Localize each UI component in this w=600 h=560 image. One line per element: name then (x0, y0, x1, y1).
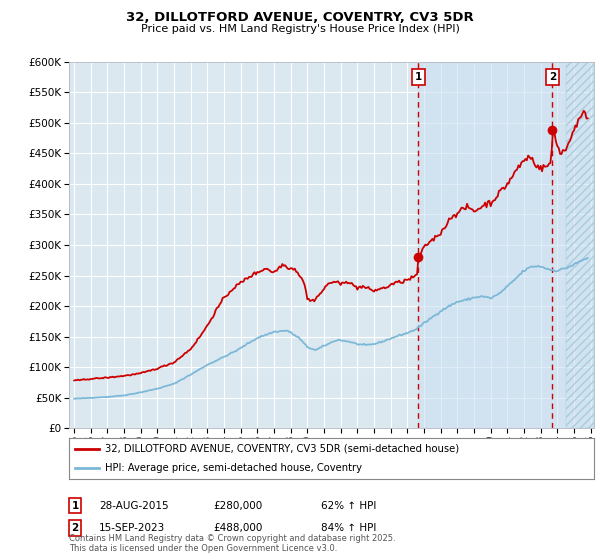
Text: HPI: Average price, semi-detached house, Coventry: HPI: Average price, semi-detached house,… (105, 463, 362, 473)
Text: Price paid vs. HM Land Registry's House Price Index (HPI): Price paid vs. HM Land Registry's House … (140, 24, 460, 34)
Text: 32, DILLOTFORD AVENUE, COVENTRY, CV3 5DR (semi-detached house): 32, DILLOTFORD AVENUE, COVENTRY, CV3 5DR… (105, 444, 459, 454)
Text: 84% ↑ HPI: 84% ↑ HPI (321, 523, 376, 533)
Text: Contains HM Land Registry data © Crown copyright and database right 2025.
This d: Contains HM Land Registry data © Crown c… (69, 534, 395, 553)
Text: 1: 1 (415, 72, 422, 82)
Bar (418, 62, 594, 428)
Text: 32, DILLOTFORD AVENUE, COVENTRY, CV3 5DR: 32, DILLOTFORD AVENUE, COVENTRY, CV3 5DR (126, 11, 474, 24)
Text: 1: 1 (71, 501, 79, 511)
Text: 2: 2 (71, 523, 79, 533)
Text: 62% ↑ HPI: 62% ↑ HPI (321, 501, 376, 511)
Text: £280,000: £280,000 (213, 501, 262, 511)
Text: 28-AUG-2015: 28-AUG-2015 (99, 501, 169, 511)
Bar (566, 62, 594, 428)
Text: 15-SEP-2023: 15-SEP-2023 (99, 523, 165, 533)
Text: 2: 2 (549, 72, 556, 82)
Text: £488,000: £488,000 (213, 523, 262, 533)
